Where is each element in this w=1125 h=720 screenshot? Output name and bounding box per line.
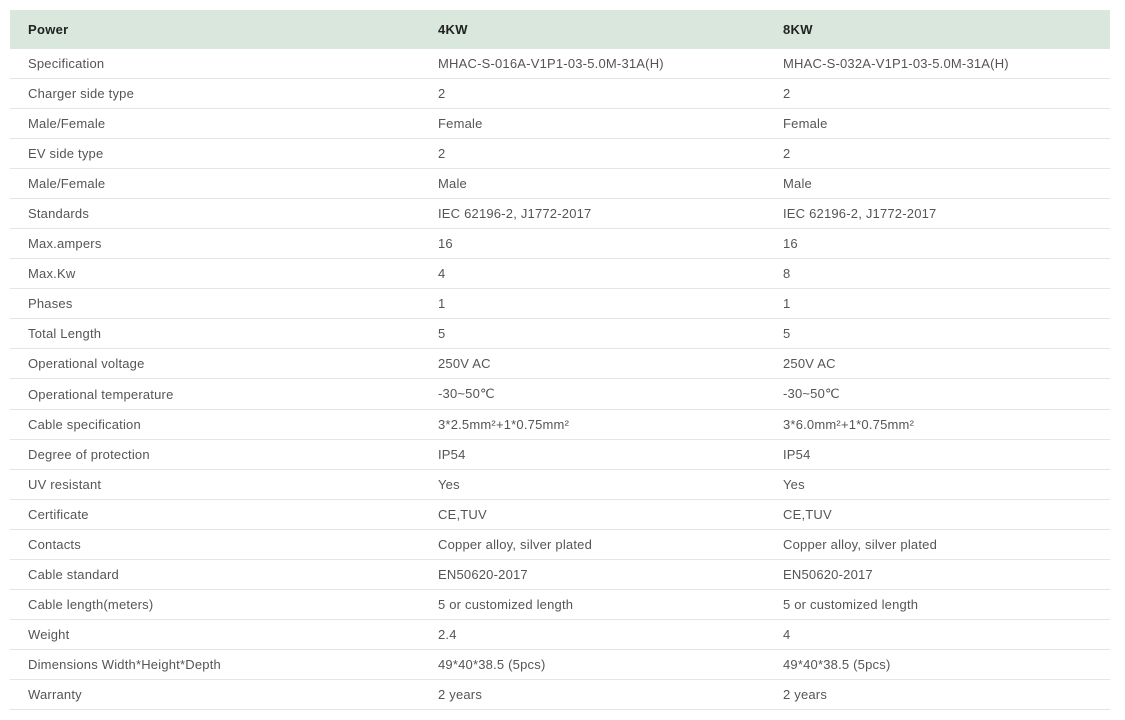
spec-value-4kw: 4	[420, 259, 765, 289]
spec-label: UV resistant	[10, 470, 420, 500]
spec-label: Contacts	[10, 530, 420, 560]
spec-value-4kw: 3*2.5mm²+1*0.75mm²	[420, 410, 765, 440]
spec-value-4kw: Male	[420, 169, 765, 199]
table-row: Operational voltage250V AC250V AC	[10, 349, 1110, 379]
header-8kw: 8KW	[765, 10, 1110, 49]
spec-value-4kw: 250V AC	[420, 349, 765, 379]
spec-value-4kw: 1	[420, 289, 765, 319]
table-row: Total Length55	[10, 319, 1110, 349]
spec-value-4kw: Yes	[420, 470, 765, 500]
spec-value-4kw: IP54	[420, 440, 765, 470]
spec-value-8kw: 8	[765, 259, 1110, 289]
table-row: CertificateCE,TUVCE,TUV	[10, 500, 1110, 530]
spec-label: Cable specification	[10, 410, 420, 440]
table-row: SpecificationMHAC-S-016A-V1P1-03-5.0M-31…	[10, 49, 1110, 79]
spec-value-8kw: IEC 62196-2, J1772-2017	[765, 199, 1110, 229]
spec-label: Phases	[10, 289, 420, 319]
table-row: Max.ampers1616	[10, 229, 1110, 259]
spec-value-8kw: CE,TUV	[765, 500, 1110, 530]
table-row: Male/FemaleMaleMale	[10, 169, 1110, 199]
spec-label: Cable standard	[10, 560, 420, 590]
spec-value-8kw: 2	[765, 139, 1110, 169]
table-row: Male/FemaleFemaleFemale	[10, 109, 1110, 139]
spec-label: Standards	[10, 199, 420, 229]
table-row: UV resistantYesYes	[10, 470, 1110, 500]
table-row: Max.Kw48	[10, 259, 1110, 289]
table-row: Phases11	[10, 289, 1110, 319]
table-body: SpecificationMHAC-S-016A-V1P1-03-5.0M-31…	[10, 49, 1110, 710]
spec-value-8kw: Female	[765, 109, 1110, 139]
spec-value-8kw: IP54	[765, 440, 1110, 470]
spec-label: Max.Kw	[10, 259, 420, 289]
table-row: Cable specification3*2.5mm²+1*0.75mm²3*6…	[10, 410, 1110, 440]
spec-value-4kw: EN50620-2017	[420, 560, 765, 590]
header-4kw: 4KW	[420, 10, 765, 49]
spec-table: Power 4KW 8KW SpecificationMHAC-S-016A-V…	[10, 10, 1110, 710]
spec-label: Warranty	[10, 680, 420, 710]
spec-label: Weight	[10, 620, 420, 650]
spec-value-8kw: Male	[765, 169, 1110, 199]
spec-value-4kw: 2 years	[420, 680, 765, 710]
spec-value-4kw: CE,TUV	[420, 500, 765, 530]
spec-value-8kw: 2 years	[765, 680, 1110, 710]
spec-label: Charger side type	[10, 79, 420, 109]
table-row: Dimensions Width*Height*Depth49*40*38.5 …	[10, 650, 1110, 680]
spec-value-4kw: 2	[420, 79, 765, 109]
spec-value-4kw: 5	[420, 319, 765, 349]
spec-label: Male/Female	[10, 169, 420, 199]
spec-value-8kw: MHAC-S-032A-V1P1-03-5.0M-31A(H)	[765, 49, 1110, 79]
spec-value-4kw: IEC 62196-2, J1772-2017	[420, 199, 765, 229]
table-row: EV side type22	[10, 139, 1110, 169]
spec-label: Max.ampers	[10, 229, 420, 259]
spec-value-8kw: 49*40*38.5 (5pcs)	[765, 650, 1110, 680]
spec-value-4kw: Female	[420, 109, 765, 139]
spec-value-4kw: 5 or customized length	[420, 590, 765, 620]
table-header-row: Power 4KW 8KW	[10, 10, 1110, 49]
table-row: Cable standardEN50620-2017EN50620-2017	[10, 560, 1110, 590]
header-power: Power	[10, 10, 420, 49]
table-row: Charger side type22	[10, 79, 1110, 109]
spec-value-4kw: -30~50℃	[420, 379, 765, 410]
table-row: Cable length(meters)5 or customized leng…	[10, 590, 1110, 620]
spec-label: Operational temperature	[10, 379, 420, 410]
spec-value-8kw: Copper alloy, silver plated	[765, 530, 1110, 560]
table-row: StandardsIEC 62196-2, J1772-2017IEC 6219…	[10, 199, 1110, 229]
spec-value-8kw: 5	[765, 319, 1110, 349]
spec-label: Specification	[10, 49, 420, 79]
spec-label: Operational voltage	[10, 349, 420, 379]
table-row: Warranty2 years2 years	[10, 680, 1110, 710]
spec-label: EV side type	[10, 139, 420, 169]
spec-value-8kw: 2	[765, 79, 1110, 109]
spec-value-4kw: Copper alloy, silver plated	[420, 530, 765, 560]
spec-label: Dimensions Width*Height*Depth	[10, 650, 420, 680]
spec-value-4kw: 2.4	[420, 620, 765, 650]
spec-value-8kw: EN50620-2017	[765, 560, 1110, 590]
table-row: Operational temperature-30~50℃-30~50℃	[10, 379, 1110, 410]
spec-value-8kw: 5 or customized length	[765, 590, 1110, 620]
spec-value-8kw: -30~50℃	[765, 379, 1110, 410]
spec-label: Cable length(meters)	[10, 590, 420, 620]
spec-value-8kw: 16	[765, 229, 1110, 259]
spec-value-8kw: 1	[765, 289, 1110, 319]
spec-label: Degree of protection	[10, 440, 420, 470]
spec-value-4kw: 16	[420, 229, 765, 259]
spec-value-8kw: Yes	[765, 470, 1110, 500]
spec-value-4kw: 49*40*38.5 (5pcs)	[420, 650, 765, 680]
spec-value-8kw: 4	[765, 620, 1110, 650]
spec-value-8kw: 250V AC	[765, 349, 1110, 379]
spec-label: Male/Female	[10, 109, 420, 139]
spec-label: Certificate	[10, 500, 420, 530]
table-row: Weight2.44	[10, 620, 1110, 650]
spec-value-4kw: MHAC-S-016A-V1P1-03-5.0M-31A(H)	[420, 49, 765, 79]
spec-value-8kw: 3*6.0mm²+1*0.75mm²	[765, 410, 1110, 440]
spec-label: Total Length	[10, 319, 420, 349]
spec-value-4kw: 2	[420, 139, 765, 169]
table-row: Degree of protectionIP54IP54	[10, 440, 1110, 470]
table-row: ContactsCopper alloy, silver platedCoppe…	[10, 530, 1110, 560]
